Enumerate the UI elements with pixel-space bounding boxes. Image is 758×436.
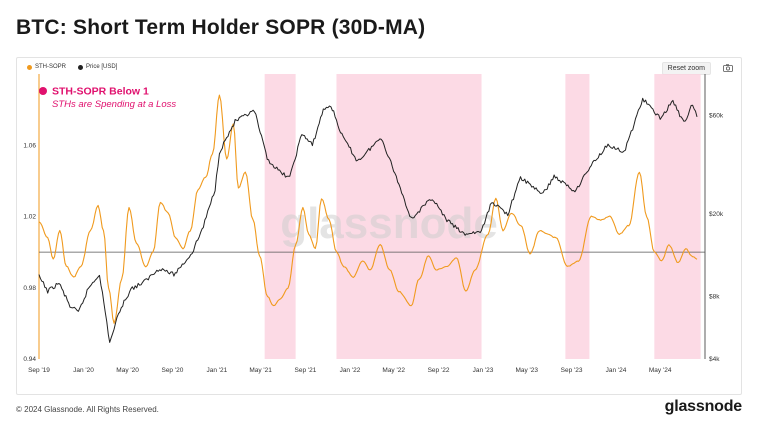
price-line: [38, 97, 698, 343]
chart-legend: STH-SOPR Price [USD]: [27, 64, 117, 70]
x-tick-label-8: May '22: [382, 367, 405, 374]
y-right-tick-label-1: $8k: [709, 294, 720, 301]
camera-icon[interactable]: [721, 62, 735, 74]
annotation-title: STH-SOPR Below 1: [52, 86, 149, 98]
y-left-tick-label-2: 1.02: [23, 214, 36, 221]
legend-item-sopr[interactable]: STH-SOPR: [27, 64, 66, 70]
x-tick-label-14: May '24: [649, 367, 672, 374]
x-tick-label-0: Sep '19: [28, 367, 50, 374]
sopr-line: [38, 94, 698, 324]
y-right-tick-label-0: $4k: [709, 356, 720, 363]
legend-swatch-price: [78, 64, 84, 70]
y-left-tick-label-1: 0.98: [23, 285, 36, 292]
loss-band-3: [654, 74, 701, 359]
loss-band-2: [565, 74, 590, 359]
legend-label-sopr: STH-SOPR: [35, 64, 67, 70]
x-tick-label-12: Sep '23: [561, 367, 583, 374]
x-tick-label-2: May '20: [116, 367, 139, 374]
chart-panel: STH-SOPR Price [USD] Reset zoom glassnod…: [16, 57, 742, 395]
y-left-tick-label-0: 0.94: [23, 356, 36, 363]
annotation: STH-SOPR Below 1 STHs are Spending at a …: [39, 86, 176, 110]
annotation-subtitle: STHs are Spending at a Loss: [52, 99, 176, 110]
x-tick-label-13: Jan '24: [606, 367, 627, 374]
x-tick-label-6: Sep '21: [295, 367, 317, 374]
x-tick-label-10: Jan '23: [473, 367, 494, 374]
x-tick-label-3: Sep '20: [161, 367, 183, 374]
page-title: BTC: Short Term Holder SOPR (30D-MA): [16, 16, 426, 39]
loss-band-0: [264, 74, 296, 359]
legend-label-price: Price [USD]: [86, 64, 118, 70]
x-tick-label-7: Jan '22: [340, 367, 361, 374]
legend-swatch-sopr: [27, 64, 32, 70]
legend-item-price[interactable]: Price [USD]: [78, 64, 117, 70]
footer-logo: glassnode: [664, 398, 743, 415]
chart-svg: glassnode 0.94 0.98 1.02 1.06 $4k $8k $20k $60k…: [23, 74, 724, 374]
y-left-tick-label-3: 1.06: [23, 142, 36, 149]
y-right-tick-label-2: $20k: [709, 211, 724, 218]
watermark: glassnode: [280, 199, 498, 248]
x-tick-label-1: Jan '20: [73, 367, 94, 374]
y-right-tick-label-3: $60k: [709, 112, 724, 119]
x-tick-label-4: Jan '21: [207, 367, 228, 374]
x-tick-label-9: Sep '22: [428, 367, 450, 374]
x-tick-label-5: May '21: [249, 367, 272, 374]
loss-band-1: [336, 74, 482, 359]
annotation-marker: [39, 87, 47, 95]
x-tick-label-11: May '23: [515, 367, 538, 374]
footer-copyright: © 2024 Glassnode. All Rights Reserved.: [16, 405, 159, 414]
